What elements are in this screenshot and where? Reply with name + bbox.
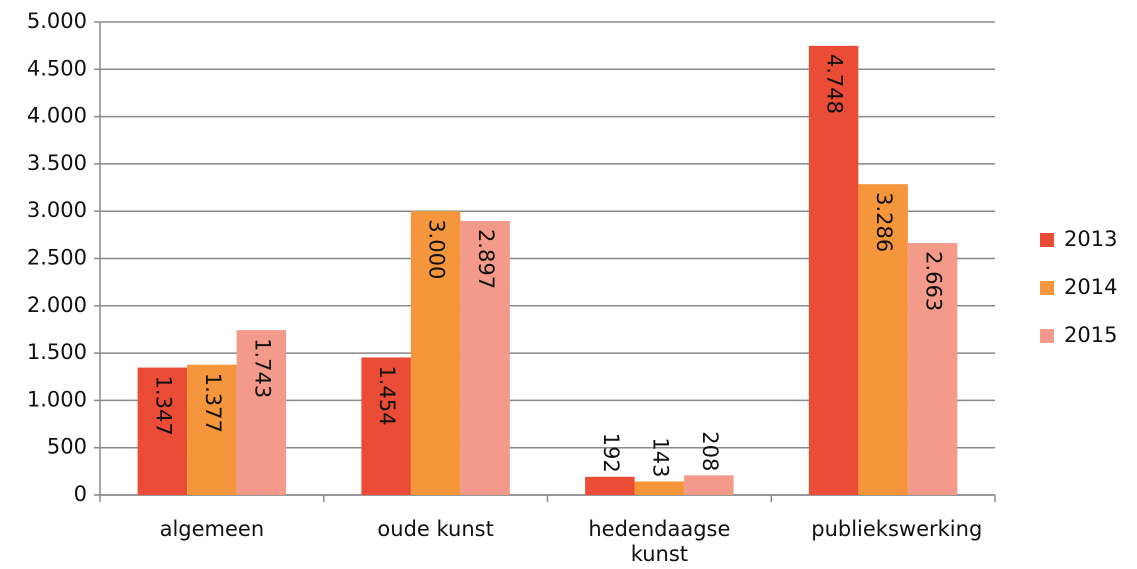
data-label: 3.286 [872,192,896,252]
data-label: 2.897 [474,229,498,289]
data-label: 143 [648,437,672,477]
y-tick-label: 0 [74,482,87,506]
bar [585,476,635,495]
y-tick-label: 3.000 [27,198,87,222]
bar [907,243,958,495]
y-tick-label: 3.500 [27,151,87,175]
y-tick-label: 1.000 [27,387,87,411]
bar [808,45,859,495]
data-label: 2.663 [922,251,946,311]
bar [236,330,287,495]
bar [634,481,685,495]
x-tick-label: algemeen [159,517,265,541]
x-tick-label: hedendaagse kunst [588,517,731,566]
data-label: 1.454 [375,365,399,425]
y-tick-label: 2.500 [27,246,87,270]
bar [187,364,237,495]
x-tick-label: publiekswerking [811,517,983,541]
bar [410,211,461,495]
y-tick-label: 4.500 [27,56,87,80]
data-label: 3.000 [425,219,449,279]
data-label: 1.377 [201,373,225,433]
y-tick-label: 500 [47,435,87,459]
legend-swatch [1040,329,1054,343]
legend-label: 2013 [1064,227,1117,251]
data-label: 208 [698,431,722,471]
bar [361,357,411,495]
bar [460,220,510,496]
y-tick-label: 2.000 [27,293,87,317]
data-label: 1.347 [151,376,175,436]
legend-label: 2015 [1064,323,1117,347]
legend-swatch [1040,233,1054,247]
data-label: 4.748 [823,54,847,114]
y-tick-label: 1.500 [27,340,87,364]
y-tick-label: 5.000 [27,9,87,33]
bar [684,475,734,495]
bar [137,367,188,495]
x-tick-label: oude kunst [377,517,494,541]
y-tick-label: 4.000 [27,104,87,128]
legend-label: 2014 [1064,275,1117,299]
data-label: 1.743 [250,338,274,398]
bar [858,184,908,495]
legend-swatch [1040,281,1054,295]
data-label: 192 [599,433,623,473]
